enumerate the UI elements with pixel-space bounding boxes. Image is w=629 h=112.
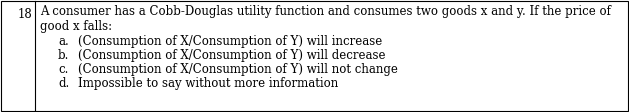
Text: Impossible to say without more information: Impossible to say without more informati… <box>78 77 338 90</box>
Text: b.: b. <box>58 49 69 62</box>
Text: c.: c. <box>58 63 69 76</box>
Text: d.: d. <box>58 77 69 90</box>
Text: (Consumption of X/Consumption of Y) will increase: (Consumption of X/Consumption of Y) will… <box>78 35 382 48</box>
Text: (Consumption of X/Consumption of Y) will decrease: (Consumption of X/Consumption of Y) will… <box>78 49 386 62</box>
Text: A consumer has a Cobb-Douglas utility function and consumes two goods x and y. I: A consumer has a Cobb-Douglas utility fu… <box>40 5 611 18</box>
Text: (Consumption of X/Consumption of Y) will not change: (Consumption of X/Consumption of Y) will… <box>78 63 398 76</box>
Text: 18: 18 <box>18 8 33 21</box>
Text: a.: a. <box>58 35 69 48</box>
Text: good x falls:: good x falls: <box>40 20 112 33</box>
